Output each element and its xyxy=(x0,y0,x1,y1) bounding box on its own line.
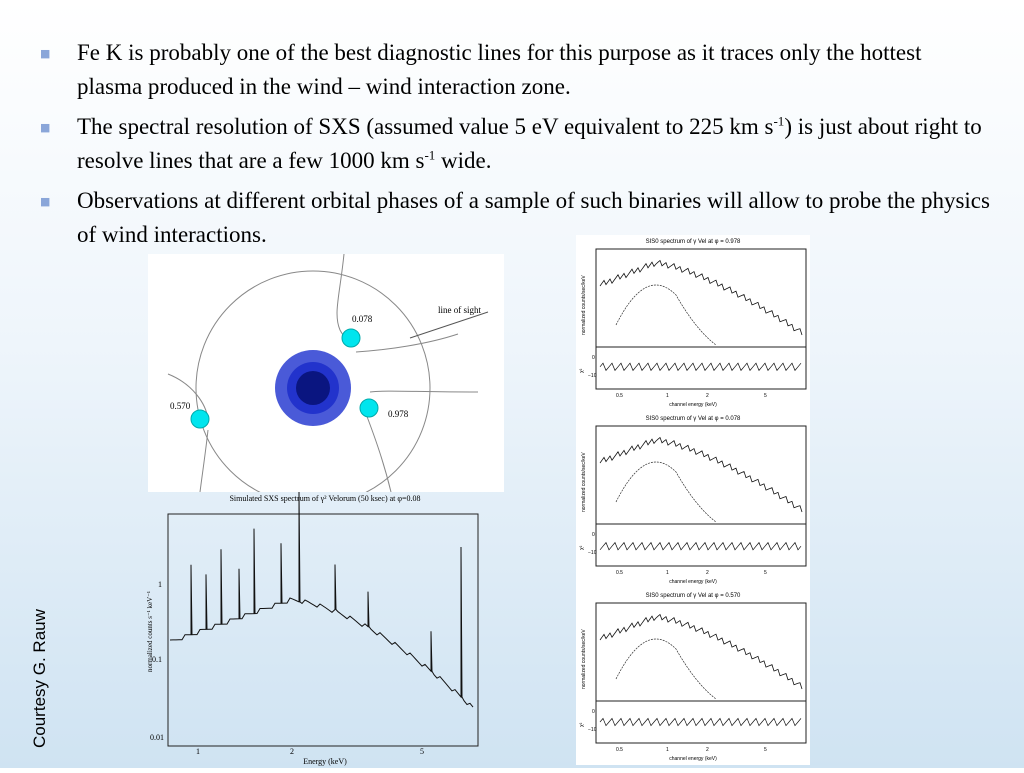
x-tick: 5 xyxy=(764,747,767,753)
x-tick: 5 xyxy=(764,570,767,576)
x-tick: 1 xyxy=(666,393,669,399)
panel-ylabel: normalized counts/sec/keV xyxy=(581,629,587,689)
shock-cone-left-lower xyxy=(199,429,209,493)
phase-label: 0.078 xyxy=(352,314,373,324)
phase-panel: SIS0 spectrum of γ Vel at φ = 0.078 norm… xyxy=(579,416,807,585)
panel-ylabel: normalized counts/sec/keV xyxy=(581,275,587,335)
bullet-marker-icon: ■ xyxy=(40,195,51,208)
primary-star-core xyxy=(296,371,330,405)
panel-model-component xyxy=(615,461,717,523)
panel-xlabel: channel energy (keV) xyxy=(669,756,717,762)
companion-phase-0978 xyxy=(359,398,379,418)
bullet-text-part: The spectral resolution of SXS (assumed … xyxy=(77,114,774,139)
spectrum-title: Simulated SXS spectrum of γ² Velorum (50… xyxy=(229,494,420,503)
resid-tick: −10 xyxy=(588,373,597,379)
x-tick: 2 xyxy=(706,747,709,753)
shock-cone-upper xyxy=(336,253,357,339)
x-tick: 5 xyxy=(764,393,767,399)
x-tick: 0.5 xyxy=(616,747,623,753)
y-tick: 0.1 xyxy=(152,655,162,664)
y-tick: 1 xyxy=(158,580,162,589)
panel-resid-label: χ² xyxy=(579,368,585,373)
spectrum-curve xyxy=(169,491,474,708)
panel-title: SIS0 spectrum of γ Vel at φ = 0.570 xyxy=(646,593,741,599)
shock-cone-line xyxy=(355,333,459,353)
panel-model-component xyxy=(615,638,717,700)
panel-title: SIS0 spectrum of γ Vel at φ = 0.978 xyxy=(646,239,741,245)
companion-phase-0078 xyxy=(341,328,361,348)
panel-ylabel: normalized counts/sec/keV xyxy=(581,452,587,512)
resid-tick: −10 xyxy=(588,550,597,556)
x-tick: 0.5 xyxy=(616,393,623,399)
panel-spectrum-curve xyxy=(599,613,803,690)
x-tick: 1 xyxy=(666,747,669,753)
line-of-sight-arrow xyxy=(409,311,489,339)
panel-residual-curve xyxy=(599,362,802,372)
panel-spectrum-curve xyxy=(599,436,803,513)
panel-xlabel: channel energy (keV) xyxy=(669,402,717,408)
x-tick: 1 xyxy=(196,747,200,756)
superscript: -1 xyxy=(773,113,785,129)
y-tick: 0.01 xyxy=(150,733,164,742)
bullet-marker-icon: ■ xyxy=(40,47,51,60)
x-tick: 5 xyxy=(420,747,424,756)
spectrum-ylabel: normalized counts s⁻¹ keV⁻¹ xyxy=(146,591,154,672)
orbit-diagram: 0.078 0.978 0.570 line of sight xyxy=(148,253,504,506)
panel-model-component xyxy=(615,284,717,346)
bullet-text: Fe K is probably one of the best diagnos… xyxy=(77,40,922,99)
x-tick: 2 xyxy=(706,570,709,576)
line-of-sight-label: line of sight xyxy=(438,305,481,315)
resid-tick: −10 xyxy=(588,727,597,733)
panel-residual-curve xyxy=(599,541,802,551)
x-tick: 0.5 xyxy=(616,570,623,576)
panel-title: SIS0 spectrum of γ Vel at φ = 0.078 xyxy=(646,416,741,422)
panel-spectrum-curve xyxy=(599,259,803,336)
bullet-text: Observations at different orbital phases… xyxy=(77,188,990,247)
bullet-text-part: wide. xyxy=(435,148,492,173)
superscript: -1 xyxy=(424,147,436,163)
phase-label: 0.978 xyxy=(388,409,409,419)
panel-residual-curve xyxy=(599,717,802,727)
x-tick: 1 xyxy=(666,570,669,576)
panel-resid-label: χ² xyxy=(579,545,585,550)
phase-panel: SIS0 spectrum of γ Vel at φ = 0.570 norm… xyxy=(579,593,807,762)
phase-label: 0.570 xyxy=(170,401,191,411)
bullet-list: ■ Fe K is probably one of the best diagno… xyxy=(40,36,990,258)
resid-tick: 0 xyxy=(592,532,595,538)
bullet-item: ■ Observations at different orbital phase… xyxy=(40,184,990,252)
phase-panel: SIS0 spectrum of γ Vel at φ = 0.978 norm… xyxy=(579,239,807,408)
image-credit: Courtesy G. Rauw xyxy=(30,609,49,748)
spectrum-frame xyxy=(167,513,479,747)
bullet-item: ■ Fe K is probably one of the best diagno… xyxy=(40,36,990,104)
companion-phase-0570 xyxy=(190,409,210,429)
panel-resid-label: χ² xyxy=(579,722,585,727)
bullet-marker-icon: ■ xyxy=(40,121,51,134)
resid-tick: 0 xyxy=(592,355,595,361)
spectrum-xlabel: Energy (keV) xyxy=(303,757,347,766)
resid-tick: 0 xyxy=(592,709,595,715)
shock-cone-right xyxy=(369,390,479,393)
bullet-item: ■ The spectral resolution of SXS (assumed… xyxy=(40,110,990,178)
bullet-text-part: ) is just about right to resolve lines t… xyxy=(77,114,982,173)
panel-xlabel: channel energy (keV) xyxy=(669,579,717,585)
x-tick: 2 xyxy=(706,393,709,399)
x-tick: 2 xyxy=(290,747,294,756)
phase-spectra-column: SIS0 spectrum of γ Vel at φ = 0.978 norm… xyxy=(576,235,810,765)
simulated-spectrum: Simulated SXS spectrum of γ² Velorum (50… xyxy=(130,491,520,768)
